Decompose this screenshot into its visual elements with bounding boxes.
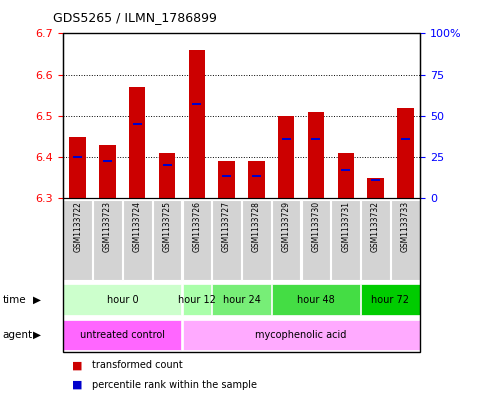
Bar bbox=[252, 175, 261, 177]
Text: ▶: ▶ bbox=[33, 295, 41, 305]
Bar bbox=[129, 87, 145, 198]
Text: GSM1133724: GSM1133724 bbox=[133, 201, 142, 252]
Text: GSM1133731: GSM1133731 bbox=[341, 201, 350, 252]
Bar bbox=[282, 138, 291, 140]
Bar bbox=[133, 123, 142, 125]
Bar bbox=[123, 200, 152, 280]
Bar bbox=[302, 200, 330, 280]
Bar bbox=[272, 200, 300, 280]
Text: GSM1133726: GSM1133726 bbox=[192, 201, 201, 252]
Bar bbox=[183, 284, 211, 315]
Text: hour 72: hour 72 bbox=[371, 295, 410, 305]
Bar bbox=[397, 108, 413, 198]
Bar bbox=[222, 175, 231, 177]
Text: time: time bbox=[2, 295, 26, 305]
Text: hour 24: hour 24 bbox=[223, 295, 260, 305]
Bar bbox=[70, 137, 86, 198]
Text: GSM1133725: GSM1133725 bbox=[163, 201, 171, 252]
Bar bbox=[213, 200, 241, 280]
Text: hour 0: hour 0 bbox=[107, 295, 138, 305]
Bar bbox=[391, 200, 420, 280]
Text: GDS5265 / ILMN_1786899: GDS5265 / ILMN_1786899 bbox=[53, 11, 217, 24]
Bar bbox=[183, 320, 420, 351]
Bar bbox=[272, 284, 360, 315]
Bar bbox=[248, 162, 265, 198]
Text: ■: ■ bbox=[72, 360, 83, 371]
Text: ■: ■ bbox=[72, 380, 83, 390]
Bar bbox=[218, 162, 235, 198]
Bar bbox=[213, 284, 270, 315]
Bar bbox=[368, 178, 384, 198]
Bar bbox=[192, 103, 201, 105]
Bar bbox=[153, 200, 181, 280]
Bar bbox=[338, 153, 354, 198]
Bar bbox=[401, 138, 410, 140]
Text: GSM1133728: GSM1133728 bbox=[252, 201, 261, 252]
Text: GSM1133733: GSM1133733 bbox=[401, 201, 410, 252]
Bar bbox=[361, 200, 390, 280]
Bar bbox=[308, 112, 324, 198]
Text: GSM1133727: GSM1133727 bbox=[222, 201, 231, 252]
Bar bbox=[183, 200, 211, 280]
Bar bbox=[63, 284, 181, 315]
Text: percentile rank within the sample: percentile rank within the sample bbox=[92, 380, 257, 390]
Text: mycophenolic acid: mycophenolic acid bbox=[256, 330, 347, 340]
Bar bbox=[103, 160, 112, 162]
Bar bbox=[159, 153, 175, 198]
Text: GSM1133723: GSM1133723 bbox=[103, 201, 112, 252]
Bar bbox=[163, 164, 171, 167]
Bar bbox=[278, 116, 294, 198]
Bar bbox=[189, 50, 205, 198]
Text: agent: agent bbox=[2, 330, 32, 340]
Bar bbox=[312, 138, 320, 140]
Bar bbox=[93, 200, 122, 280]
Text: ▶: ▶ bbox=[33, 330, 41, 340]
Text: hour 48: hour 48 bbox=[297, 295, 335, 305]
Bar bbox=[371, 179, 380, 181]
Text: GSM1133722: GSM1133722 bbox=[73, 201, 82, 252]
Text: GSM1133729: GSM1133729 bbox=[282, 201, 291, 252]
Bar bbox=[331, 200, 360, 280]
Text: transformed count: transformed count bbox=[92, 360, 183, 371]
Bar bbox=[361, 284, 420, 315]
Bar bbox=[63, 200, 92, 280]
Text: GSM1133730: GSM1133730 bbox=[312, 201, 320, 252]
Bar bbox=[99, 145, 115, 198]
Text: hour 12: hour 12 bbox=[178, 295, 216, 305]
Text: GSM1133732: GSM1133732 bbox=[371, 201, 380, 252]
Bar bbox=[341, 169, 350, 171]
Bar bbox=[73, 156, 82, 158]
Text: untreated control: untreated control bbox=[80, 330, 165, 340]
Bar bbox=[242, 200, 270, 280]
Bar bbox=[63, 320, 181, 351]
